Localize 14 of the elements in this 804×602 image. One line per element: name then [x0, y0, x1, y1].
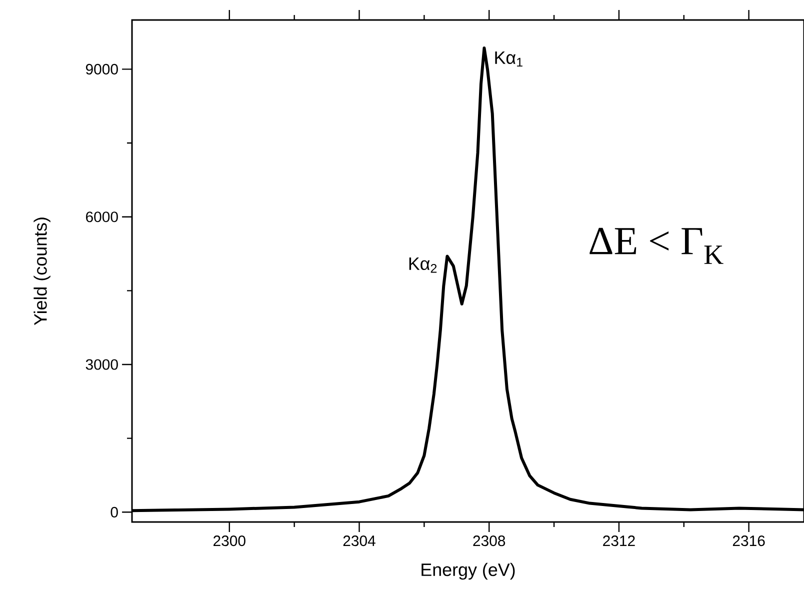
x-tick-label: 2300: [214, 536, 246, 546]
y-tick-label: 0: [110, 506, 118, 518]
annotation: Kα$_{2}$: [409, 258, 437, 273]
x-tick-label: 2312: [603, 536, 635, 546]
y-axis-title: Yield (counts): [34, 218, 50, 326]
x-tick-label: 2308: [473, 536, 506, 546]
y-tick-label: 6000: [86, 212, 118, 222]
x-tick-label: 2304: [343, 536, 376, 546]
annotation: ΔE < Γ$_{K}$: [590, 228, 724, 264]
y-tick-label: 9000: [86, 64, 118, 74]
x-axis-title: Energy (eV): [422, 562, 515, 580]
annotation: Kα$_{1}$: [495, 51, 522, 67]
y-tick-label: 3000: [86, 359, 118, 370]
x-tick-label: 2316: [732, 536, 765, 546]
